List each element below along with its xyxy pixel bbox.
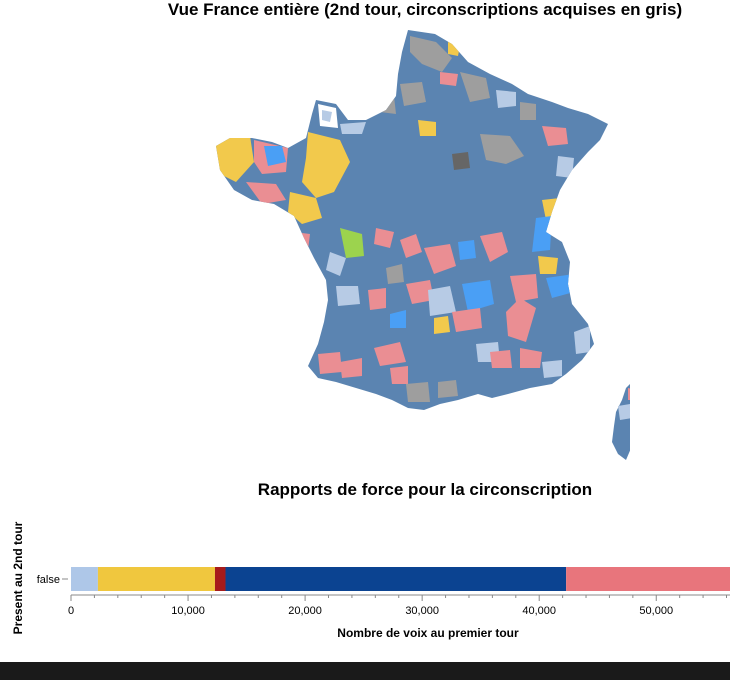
corsica[interactable] [612,384,630,460]
circ-paris[interactable] [452,152,470,170]
circ-angers[interactable] [292,232,310,250]
stacked-bar-chart: false 0 10,000 20,000 30,000 40,000 50,000 Pr… [11,521,730,640]
circ-picardie[interactable] [400,82,426,106]
x-tick-label: 0 [68,605,74,617]
circ-clermont-light[interactable] [428,286,456,316]
circ-north-yellow[interactable] [448,42,460,56]
circ-berry-pink[interactable] [424,244,456,274]
circ-ardennes[interactable] [496,90,516,108]
circ-champagne[interactable] [480,134,524,164]
circ-isere-pink[interactable] [510,274,538,302]
circ-dauphine[interactable] [506,298,536,342]
circ-gard-pink[interactable] [490,350,512,368]
circ-toulouse-pink[interactable] [374,342,406,366]
circ-provence-pink[interactable] [520,348,542,368]
x-tick-label: 30,000 [405,605,439,617]
circ-auvergne-blue[interactable] [462,280,494,312]
circ-rouen[interactable] [376,94,396,114]
circ-nantes[interactable] [288,192,322,224]
circ-provence-light[interactable] [542,360,562,378]
circ-north-pink[interactable] [440,72,458,86]
x-axis: 0 10,000 20,000 30,000 40,000 50,000 [68,594,730,617]
bar-segment-1[interactable] [71,567,98,591]
map-title: Vue France entière (2nd tour, circonscri… [167,0,683,19]
chart-title: Rapports de force pour la circonscriptio… [257,480,593,499]
circ-landes[interactable] [318,352,342,374]
circ-cotentin-inner[interactable] [322,110,332,122]
bottom-dark-strip [0,662,730,680]
x-axis-title: Nombre de voix au premier tour [337,626,519,640]
circ-tours[interactable] [374,228,394,248]
circ-oise-yellow[interactable] [418,120,436,136]
circ-alps-light[interactable] [574,326,590,354]
circ-rennes[interactable] [302,132,350,198]
circ-pyrenees-grey[interactable] [406,382,430,402]
circ-lyon-pink[interactable] [480,232,508,262]
circ-limousin-blue[interactable] [390,310,406,328]
x-tick-label: 50,000 [639,605,673,617]
x-tick-label: 10,000 [171,605,205,617]
bar-segment-3[interactable] [214,567,226,591]
circonscriptions[interactable] [210,36,590,402]
circ-alsace[interactable] [556,156,574,178]
france-map[interactable] [190,22,630,462]
circ-brittany-west[interactable] [210,132,254,182]
circ-orleans-pink[interactable] [400,234,422,258]
circ-pau[interactable] [340,358,362,378]
bar-segment-4[interactable] [225,567,567,591]
circ-lyon-blue[interactable] [458,240,476,260]
circ-ardennes2[interactable] [520,102,536,120]
bar-segment-5[interactable] [566,567,730,591]
y-axis-title: Present au 2nd tour [11,521,25,634]
circ-limoges-pink[interactable] [406,280,434,304]
circ-gers[interactable] [390,366,408,384]
bar-segment-2[interactable] [97,567,215,591]
circ-normandy-coast[interactable] [340,122,366,134]
circ-aude-grey[interactable] [438,380,458,398]
circ-poitiers[interactable] [326,252,346,276]
circ-lille[interactable] [410,36,452,72]
y-tick-label: false [37,574,60,586]
circ-auvergne-pink[interactable] [452,308,482,332]
circ-perigord[interactable] [368,288,386,310]
x-tick-label: 20,000 [288,605,322,617]
circ-jura-blue[interactable] [532,216,552,252]
circ-brittany-center[interactable] [264,146,286,166]
circ-vendee-green[interactable] [340,228,364,258]
circ-lorraine[interactable] [542,126,568,146]
circ-grenoble[interactable] [546,274,574,298]
circ-north-grey2[interactable] [460,72,490,102]
circ-savoie-yellow[interactable] [538,256,558,274]
circ-bordeaux-light[interactable] [336,286,360,306]
circ-limousin-yellow[interactable] [434,316,450,334]
x-tick-label: 40,000 [522,605,556,617]
circ-centre-grey[interactable] [386,264,404,284]
circ-brittany-south[interactable] [246,182,286,204]
bar-layer: false [37,567,730,591]
